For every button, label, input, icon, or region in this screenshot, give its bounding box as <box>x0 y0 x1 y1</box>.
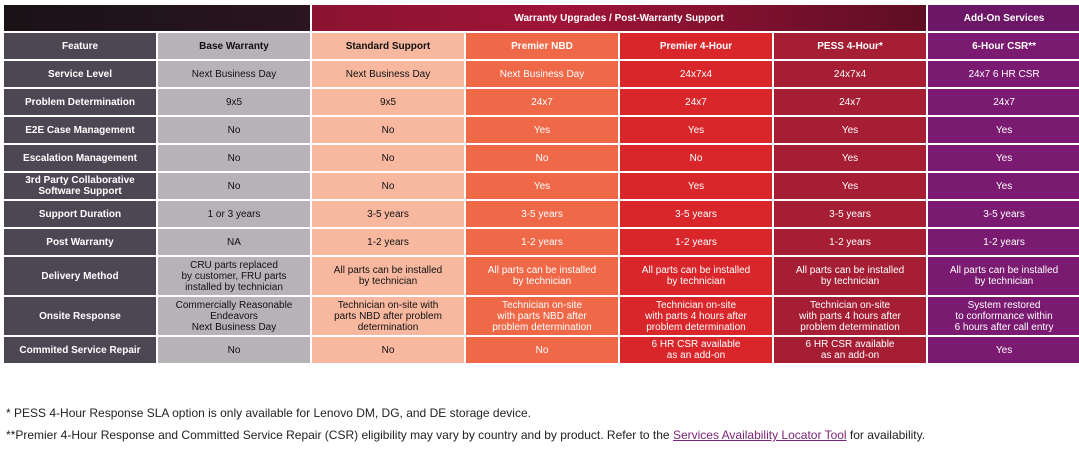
cell-standard-support: No <box>312 337 464 363</box>
table-row: 3rd Party Collaborative Software Support… <box>4 173 1079 199</box>
cell-premier-4-hour: No <box>620 145 772 171</box>
cell-premier-nbd: Yes <box>466 117 618 143</box>
cell-premier-4-hour: Technician on-site with parts 4 hours af… <box>620 297 772 335</box>
cell-standard-support: No <box>312 117 464 143</box>
cell-6-hour-csr: 3-5 years <box>928 201 1079 227</box>
cell-base-warranty: Commercially Reasonable Endeavors Next B… <box>158 297 310 335</box>
column-header-premier-4-hour: Premier 4-Hour <box>620 33 772 59</box>
cell-premier-nbd: 24x7 <box>466 89 618 115</box>
cell-6-hour-csr: Yes <box>928 173 1079 199</box>
cell-standard-support: Next Business Day <box>312 61 464 87</box>
cell-base-warranty: No <box>158 117 310 143</box>
table-row: Service Level Next Business Day Next Busin… <box>4 61 1079 87</box>
cell-6-hour-csr: 1-2 years <box>928 229 1079 255</box>
cell-base-warranty: NA <box>158 229 310 255</box>
column-header-standard-support: Standard Support <box>312 33 464 59</box>
cell-premier-4-hour: All parts can be installed by technician <box>620 257 772 295</box>
cell-premier-4-hour: 24x7 <box>620 89 772 115</box>
group-header-add-on-services: Add-On Services <box>928 5 1079 31</box>
cell-pess-4-hour: All parts can be installed by technician <box>774 257 927 295</box>
cell-pess-4-hour: 3-5 years <box>774 201 927 227</box>
feature-label: Commited Service Repair <box>4 337 156 363</box>
table-row: Commited Service Repair No No No 6 HR CSR av… <box>4 337 1079 363</box>
cell-standard-support: All parts can be installed by technician <box>312 257 464 295</box>
cell-standard-support: 3-5 years <box>312 201 464 227</box>
cell-pess-4-hour: Yes <box>774 145 927 171</box>
cell-premier-nbd: 1-2 years <box>466 229 618 255</box>
column-header-pess-4-hour: PESS 4-Hour* <box>774 33 927 59</box>
cell-premier-nbd: Technician on-site with parts NBD after … <box>466 297 618 335</box>
cell-6-hour-csr: Yes <box>928 337 1079 363</box>
cell-6-hour-csr: All parts can be installed by technician <box>928 257 1079 295</box>
table-row: Support Duration 1 or 3 years 3-5 years 3-5… <box>4 201 1079 227</box>
cell-pess-4-hour: Technician on-site with parts 4 hours af… <box>774 297 927 335</box>
cell-premier-nbd: No <box>466 145 618 171</box>
feature-label: 3rd Party Collaborative Software Support <box>4 173 156 199</box>
cell-pess-4-hour: Yes <box>774 117 927 143</box>
cell-premier-4-hour: Yes <box>620 117 772 143</box>
group-header-blank <box>4 5 310 31</box>
column-header-feature: Feature <box>4 33 156 59</box>
table-row: Onsite Response Commercially Reasonable E… <box>4 297 1079 335</box>
footnote-eligibility-suffix: for availability. <box>846 428 926 442</box>
feature-label: Problem Determination <box>4 89 156 115</box>
footnote-eligibility: **Premier 4-Hour Response and Committed … <box>6 428 925 442</box>
cell-6-hour-csr: 24x7 6 HR CSR <box>928 61 1079 87</box>
cell-premier-nbd: All parts can be installed by technician <box>466 257 618 295</box>
column-header-base-warranty: Base Warranty <box>158 33 310 59</box>
cell-6-hour-csr: Yes <box>928 117 1079 143</box>
table-row: Problem Determination 9x5 9x5 24x7 24x7 24x7 2… <box>4 89 1079 115</box>
cell-premier-4-hour: 1-2 years <box>620 229 772 255</box>
feature-label: Service Level <box>4 61 156 87</box>
table-row: Delivery Method CRU parts replaced by cus… <box>4 257 1079 295</box>
footnote-eligibility-prefix: **Premier 4-Hour Response and Committed … <box>6 428 673 442</box>
cell-base-warranty: 1 or 3 years <box>158 201 310 227</box>
cell-6-hour-csr: System restored to conformance within 6 … <box>928 297 1079 335</box>
cell-premier-4-hour: 3-5 years <box>620 201 772 227</box>
feature-label: Delivery Method <box>4 257 156 295</box>
cell-pess-4-hour: 24x7 <box>774 89 927 115</box>
cell-premier-nbd: Yes <box>466 173 618 199</box>
cell-premier-4-hour: 6 HR CSR available as an add-on <box>620 337 772 363</box>
cell-pess-4-hour: 6 HR CSR available as an add-on <box>774 337 927 363</box>
group-header-row: Warranty Upgrades / Post-Warranty Suppor… <box>4 5 1079 31</box>
cell-base-warranty: 9x5 <box>158 89 310 115</box>
cell-premier-4-hour: Yes <box>620 173 772 199</box>
cell-pess-4-hour: 24x7x4 <box>774 61 927 87</box>
feature-label: Post Warranty <box>4 229 156 255</box>
cell-base-warranty: CRU parts replaced by customer, FRU part… <box>158 257 310 295</box>
table-row: E2E Case Management No No Yes Yes Yes Yes <box>4 117 1079 143</box>
cell-premier-nbd: Next Business Day <box>466 61 618 87</box>
cell-standard-support: No <box>312 173 464 199</box>
footnote-pess: * PESS 4-Hour Response SLA option is onl… <box>6 406 531 420</box>
cell-6-hour-csr: 24x7 <box>928 89 1079 115</box>
cell-standard-support: 1-2 years <box>312 229 464 255</box>
cell-premier-nbd: No <box>466 337 618 363</box>
cell-base-warranty: No <box>158 173 310 199</box>
cell-premier-nbd: 3-5 years <box>466 201 618 227</box>
feature-label: E2E Case Management <box>4 117 156 143</box>
cell-6-hour-csr: Yes <box>928 145 1079 171</box>
feature-label: Onsite Response <box>4 297 156 335</box>
cell-standard-support: Technician on-site with parts NBD after … <box>312 297 464 335</box>
table-row: Post Warranty NA 1-2 years 1-2 years 1-2 yea… <box>4 229 1079 255</box>
feature-label: Support Duration <box>4 201 156 227</box>
cell-premier-4-hour: 24x7x4 <box>620 61 772 87</box>
group-header-warranty-upgrades: Warranty Upgrades / Post-Warranty Suppor… <box>312 5 927 31</box>
table-row: Escalation Management No No No No Yes Yes <box>4 145 1079 171</box>
cell-standard-support: 9x5 <box>312 89 464 115</box>
cell-base-warranty: No <box>158 145 310 171</box>
cell-base-warranty: Next Business Day <box>158 61 310 87</box>
cell-pess-4-hour: Yes <box>774 173 927 199</box>
cell-standard-support: No <box>312 145 464 171</box>
warranty-comparison-table: Warranty Upgrades / Post-Warranty Suppor… <box>2 3 1079 365</box>
column-header-6-hour-csr: 6-Hour CSR** <box>928 33 1079 59</box>
column-header-row: Feature Base Warranty Standard Support P… <box>4 33 1079 59</box>
cell-pess-4-hour: 1-2 years <box>774 229 927 255</box>
column-header-premier-nbd: Premier NBD <box>466 33 618 59</box>
table-body: Service Level Next Business Day Next Busin… <box>4 61 1079 363</box>
cell-base-warranty: No <box>158 337 310 363</box>
feature-label: Escalation Management <box>4 145 156 171</box>
services-availability-locator-link[interactable]: Services Availability Locator Tool <box>672 428 847 442</box>
